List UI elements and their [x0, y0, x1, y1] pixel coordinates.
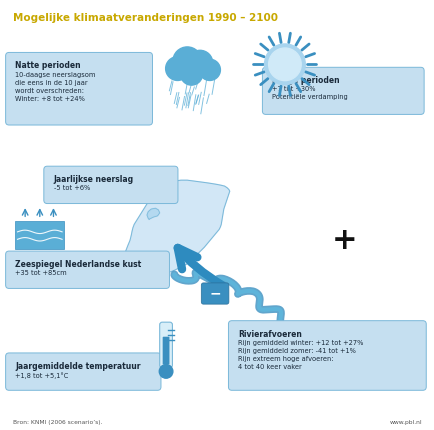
Circle shape: [269, 48, 301, 80]
Text: Zeespiegel Nederlandse kust: Zeespiegel Nederlandse kust: [15, 260, 141, 269]
FancyBboxPatch shape: [6, 52, 152, 125]
FancyBboxPatch shape: [6, 353, 161, 390]
Polygon shape: [114, 269, 123, 275]
Circle shape: [166, 57, 189, 80]
Text: +7 tot +30%
Potentiële verdamping: +7 tot +30% Potentiële verdamping: [272, 86, 348, 100]
Text: Mogelijke klimaatveranderingen 1990 – 2100: Mogelijke klimaatveranderingen 1990 – 21…: [13, 13, 278, 23]
Circle shape: [187, 50, 213, 76]
Circle shape: [173, 47, 202, 76]
FancyBboxPatch shape: [163, 337, 169, 365]
FancyBboxPatch shape: [201, 283, 229, 304]
Text: +1,8 tot +5,1°C: +1,8 tot +5,1°C: [15, 372, 69, 379]
Text: -5 tot +6%: -5 tot +6%: [53, 185, 90, 191]
Text: Jaargemiddelde temperatuur: Jaargemiddelde temperatuur: [15, 362, 141, 371]
FancyBboxPatch shape: [44, 166, 178, 203]
Polygon shape: [147, 208, 160, 219]
Circle shape: [265, 44, 305, 85]
Text: Jaarlijkse neerslag: Jaarlijkse neerslag: [53, 175, 134, 184]
Text: −: −: [209, 286, 221, 301]
Text: Bron: KNMI (2006 scenario’s).: Bron: KNMI (2006 scenario’s).: [13, 420, 103, 425]
Text: Natte perioden: Natte perioden: [15, 61, 81, 71]
Circle shape: [159, 365, 173, 378]
Polygon shape: [122, 272, 130, 278]
Circle shape: [181, 63, 203, 85]
Text: Rijn gemiddeld winter: +12 tot +27%
Rijn gemiddeld zomer: -41 tot +1%
Rijn extre: Rijn gemiddeld winter: +12 tot +27% Rijn…: [238, 340, 364, 370]
Text: Rivierafvoeren: Rivierafvoeren: [238, 330, 302, 338]
Text: 10-daagse neerslagsom
die eens in de 10 jaar
wordt overschreden:
Winter: +8 tot : 10-daagse neerslagsom die eens in de 10 …: [15, 71, 96, 101]
Text: +: +: [332, 226, 357, 255]
FancyBboxPatch shape: [6, 251, 169, 289]
Circle shape: [199, 59, 220, 80]
FancyBboxPatch shape: [160, 322, 172, 368]
Polygon shape: [107, 180, 230, 285]
Text: Droge perioden: Droge perioden: [272, 76, 340, 85]
FancyBboxPatch shape: [228, 321, 426, 390]
Text: +35 tot +85cm: +35 tot +85cm: [15, 270, 67, 276]
Text: www.pbl.nl: www.pbl.nl: [390, 420, 423, 425]
FancyBboxPatch shape: [15, 221, 64, 249]
FancyBboxPatch shape: [263, 67, 424, 114]
